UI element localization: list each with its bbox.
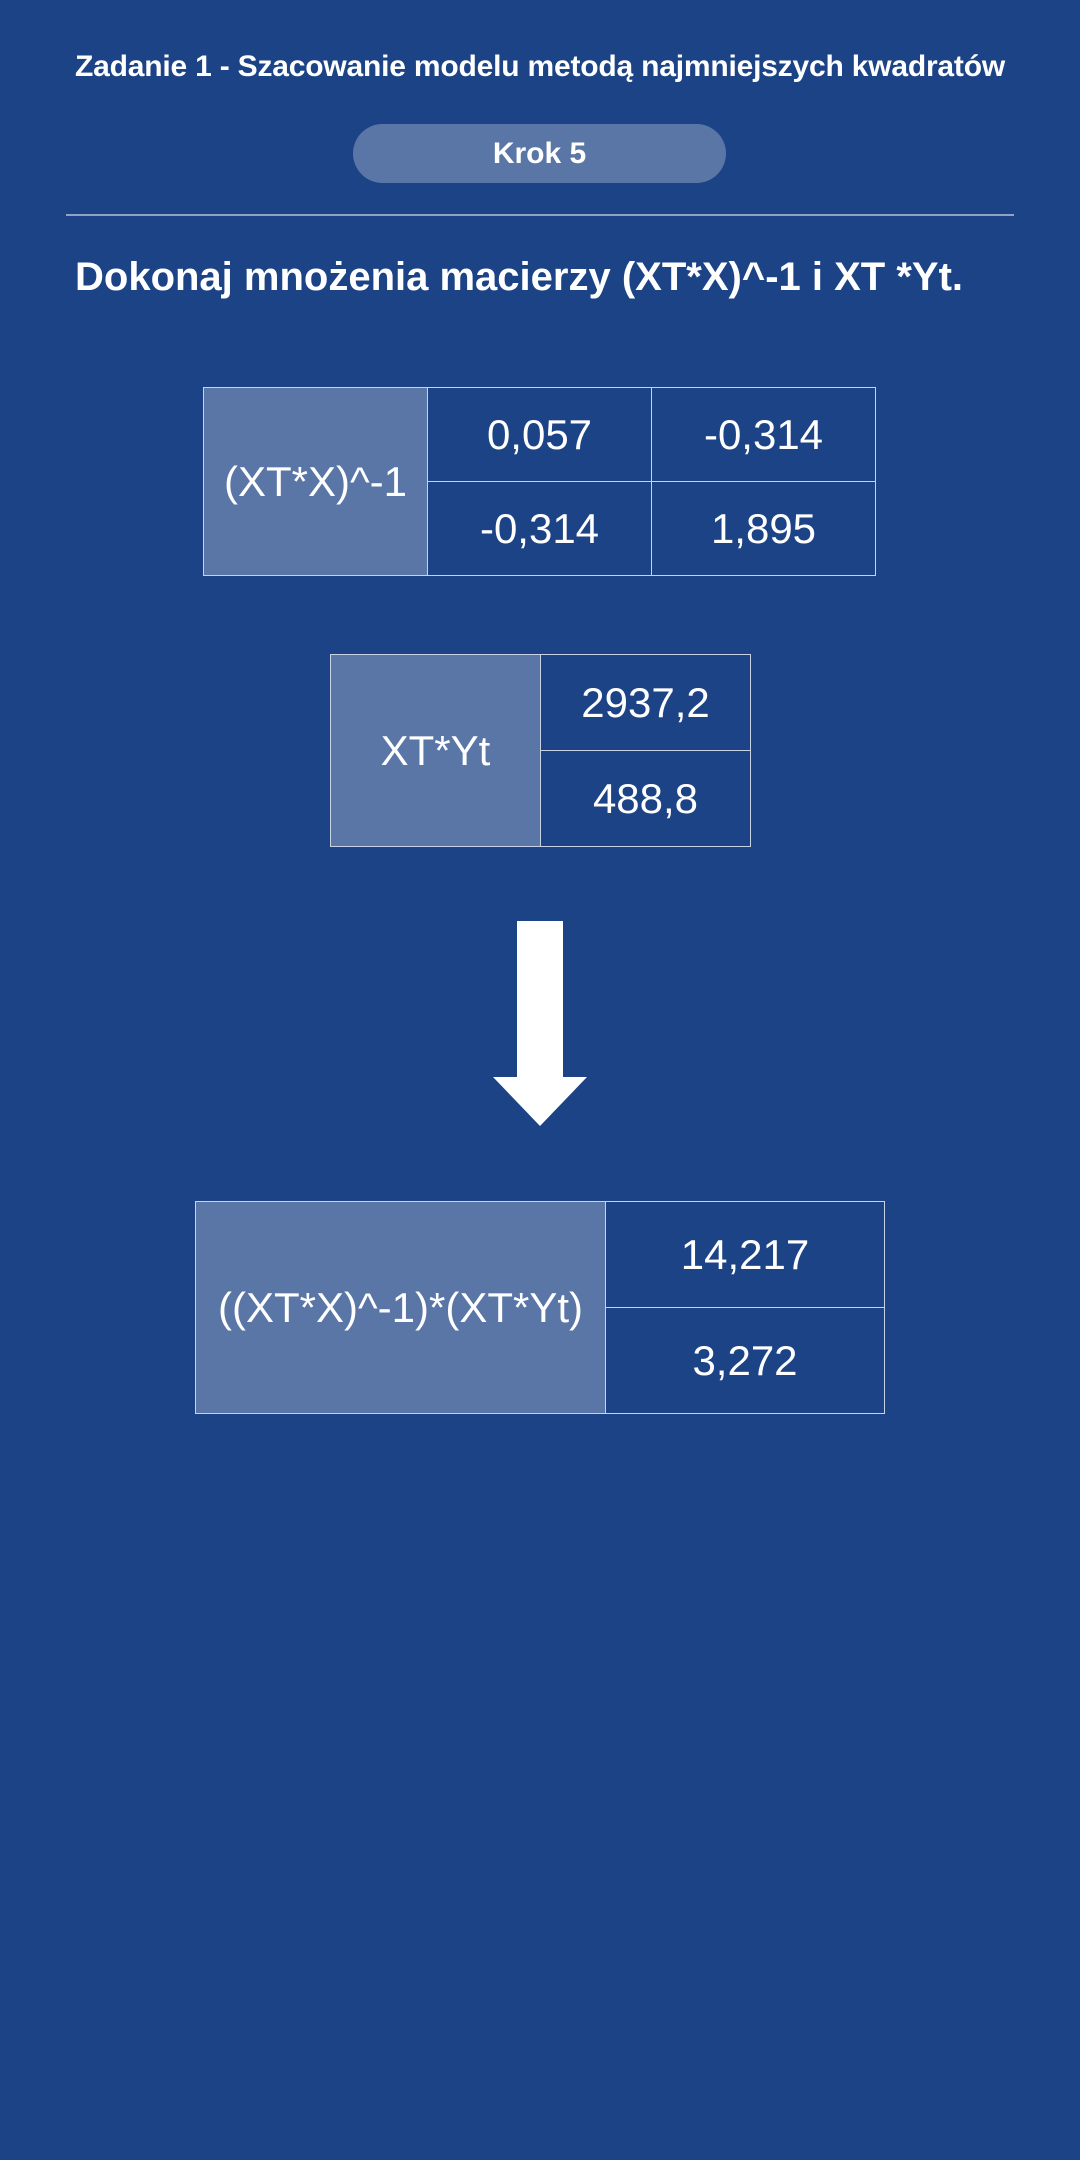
page-title: Zadanie 1 - Szacowanie modelu metodą naj… xyxy=(75,50,1005,83)
matrix-inverse-cell: -0,314 xyxy=(427,481,652,576)
result-label: ((XT*X)^-1)*(XT*Yt) xyxy=(195,1201,606,1414)
matrix-inverse-cell: 0,057 xyxy=(427,387,652,482)
matrix-xtyt-table: XT*Yt 2937,2 488,8 xyxy=(330,654,751,847)
matrix-xtyt-cell: 488,8 xyxy=(540,750,751,847)
matrix-inverse-cell: -0,314 xyxy=(651,387,876,482)
matrix-xtyt-cell: 2937,2 xyxy=(540,654,751,751)
matrix-xtyt-label: XT*Yt xyxy=(330,654,541,847)
result-table: ((XT*X)^-1)*(XT*Yt) 14,217 3,272 xyxy=(195,1201,885,1414)
result-cell: 14,217 xyxy=(605,1201,885,1308)
matrix-inverse-cell: 1,895 xyxy=(651,481,876,576)
divider xyxy=(66,214,1014,216)
step-badge[interactable]: Krok 5 xyxy=(353,124,726,183)
result-cell: 3,272 xyxy=(605,1307,885,1414)
arrow-down-icon xyxy=(493,921,587,1126)
matrix-inverse-table: (XT*X)^-1 0,057 -0,314 -0,314 1,895 xyxy=(203,387,876,576)
matrix-inverse-label: (XT*X)^-1 xyxy=(203,387,428,576)
instruction-text: Dokonaj mnożenia macierzy (XT*X)^-1 i XT… xyxy=(75,255,964,299)
